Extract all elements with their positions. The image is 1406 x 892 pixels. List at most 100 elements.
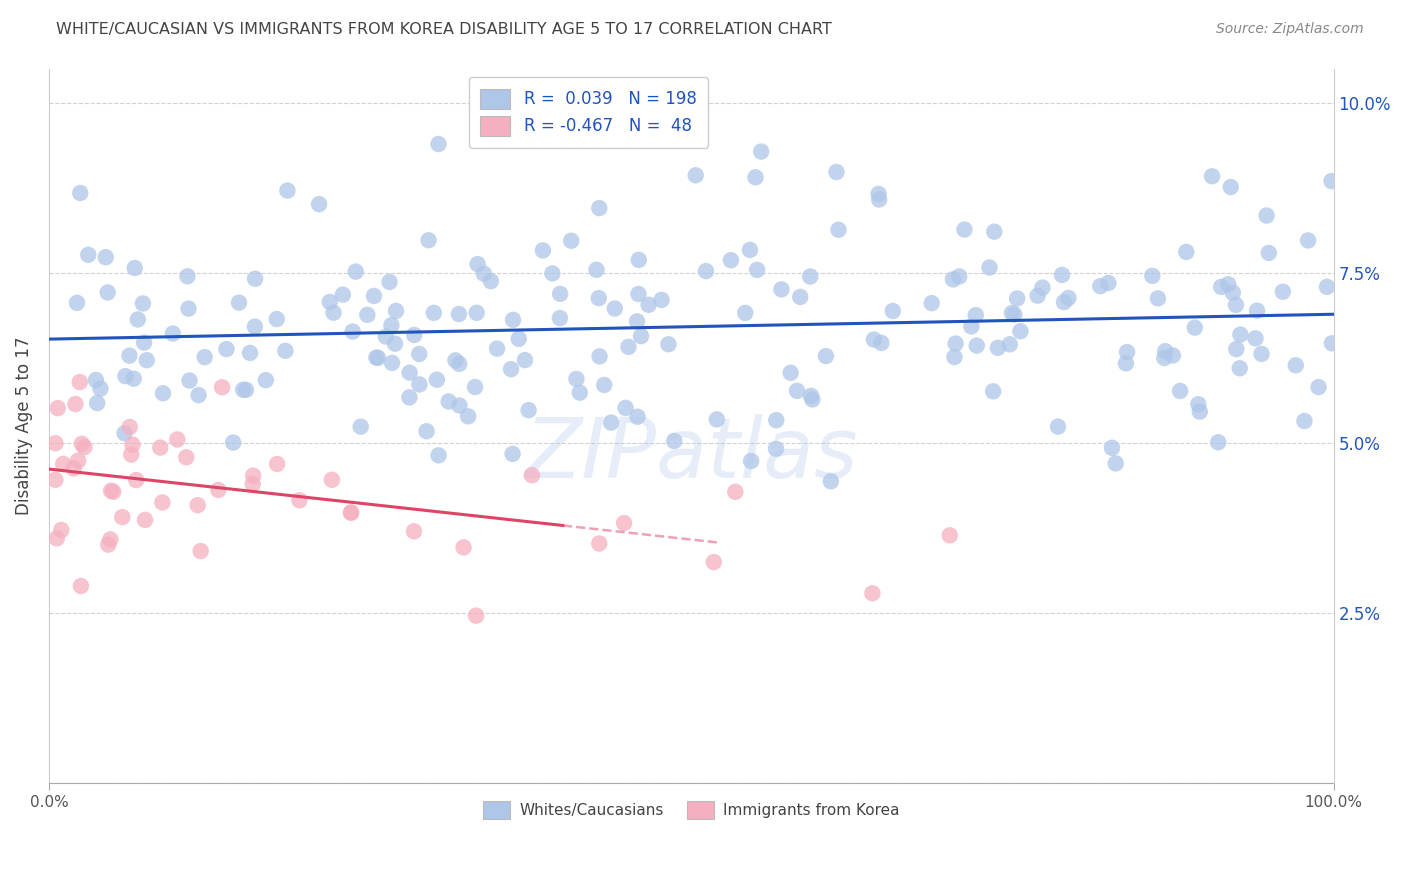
Point — [779, 366, 801, 380]
Point — [266, 312, 288, 326]
Point — [472, 267, 495, 281]
Point — [1222, 285, 1244, 300]
Point — [1294, 414, 1316, 428]
Point — [1201, 169, 1223, 184]
Point — [62, 461, 84, 475]
Point — [44, 473, 66, 487]
Point — [765, 442, 787, 456]
Point — [232, 383, 254, 397]
Point — [1257, 246, 1279, 260]
Point — [531, 244, 554, 258]
Point — [1001, 306, 1024, 320]
Point — [176, 269, 198, 284]
Point — [1090, 279, 1112, 293]
Point — [1010, 324, 1032, 338]
Point — [457, 409, 479, 424]
Point — [614, 401, 637, 415]
Point — [1229, 361, 1251, 376]
Point — [453, 541, 475, 555]
Point — [51, 523, 73, 537]
Point — [385, 304, 408, 318]
Point — [630, 329, 652, 343]
Point — [70, 579, 93, 593]
Point — [207, 483, 229, 497]
Point — [860, 586, 883, 600]
Point — [127, 312, 149, 326]
Point — [814, 349, 837, 363]
Point — [1225, 342, 1247, 356]
Point — [1211, 280, 1233, 294]
Point — [1046, 419, 1069, 434]
Point — [211, 380, 233, 394]
Point — [66, 296, 89, 310]
Point — [1153, 351, 1175, 365]
Point — [720, 253, 742, 268]
Point — [243, 271, 266, 285]
Point — [664, 434, 686, 448]
Point — [1219, 180, 1241, 194]
Point — [222, 435, 245, 450]
Point — [276, 184, 298, 198]
Point — [1116, 345, 1139, 359]
Point — [486, 342, 509, 356]
Point — [789, 290, 811, 304]
Point — [479, 274, 502, 288]
Point — [799, 269, 821, 284]
Point — [1101, 441, 1123, 455]
Point — [966, 338, 988, 352]
Point — [408, 377, 430, 392]
Point — [69, 375, 91, 389]
Point — [288, 493, 311, 508]
Point — [384, 336, 406, 351]
Point — [724, 484, 747, 499]
Point — [965, 308, 987, 322]
Point — [513, 353, 536, 368]
Point — [921, 296, 943, 310]
Point — [100, 483, 122, 498]
Point — [520, 468, 543, 483]
Point — [502, 313, 524, 327]
Point — [215, 342, 238, 356]
Point — [114, 369, 136, 384]
Point — [356, 308, 378, 322]
Point — [1246, 303, 1268, 318]
Point — [187, 498, 209, 512]
Point — [125, 473, 148, 487]
Point — [626, 409, 648, 424]
Point — [374, 329, 396, 343]
Point — [617, 340, 640, 354]
Point — [266, 457, 288, 471]
Point — [548, 311, 571, 326]
Point — [801, 392, 824, 407]
Point — [152, 386, 174, 401]
Point — [319, 295, 342, 310]
Point — [626, 314, 648, 328]
Point — [1026, 288, 1049, 302]
Point — [942, 272, 965, 286]
Point — [749, 145, 772, 159]
Point — [464, 380, 486, 394]
Point — [744, 170, 766, 185]
Point — [613, 516, 636, 530]
Point — [350, 419, 373, 434]
Point — [135, 353, 157, 368]
Point — [747, 263, 769, 277]
Point — [1271, 285, 1294, 299]
Point — [1250, 347, 1272, 361]
Point — [235, 383, 257, 397]
Point — [1225, 298, 1247, 312]
Text: ZIPatlas: ZIPatlas — [524, 414, 858, 495]
Point — [568, 385, 591, 400]
Point — [541, 267, 564, 281]
Point — [981, 384, 1004, 399]
Point — [800, 389, 823, 403]
Point — [948, 269, 970, 284]
Point — [408, 347, 430, 361]
Point — [100, 533, 122, 547]
Point — [67, 453, 90, 467]
Point — [588, 201, 610, 215]
Point — [685, 169, 707, 183]
Point — [1053, 295, 1076, 310]
Point — [65, 397, 87, 411]
Point — [1188, 405, 1211, 419]
